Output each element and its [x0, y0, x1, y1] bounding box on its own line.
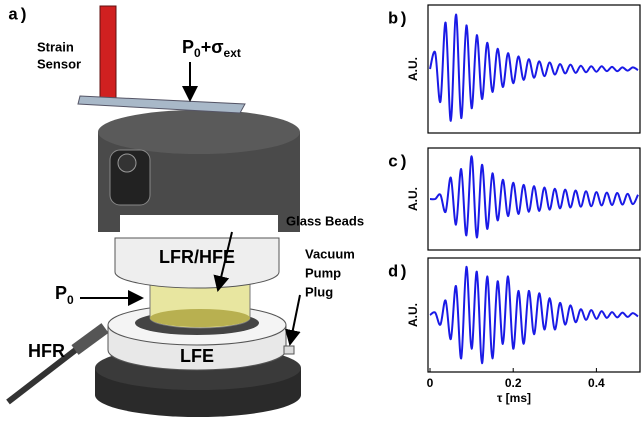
x-tick-label: 0.4 [588, 376, 605, 390]
plot-frame [427, 147, 641, 251]
apparatus [6, 5, 301, 417]
pressure-sub: 0 [67, 293, 74, 307]
vacuum-label: Pump [305, 265, 341, 280]
vacuum-label: Plug [305, 284, 333, 299]
y-axis-label: A.U. [406, 187, 420, 211]
strain-label: Strain [37, 39, 74, 54]
x-axis-label: τ [ms] [497, 391, 531, 405]
panel-label: c) [388, 153, 408, 172]
load-sub2: ext [224, 46, 241, 60]
vacuum-label: Vacuum [305, 246, 355, 261]
panel-label: d) [388, 263, 408, 282]
load-op: +σ [201, 37, 224, 57]
x-tick-label: 0.2 [505, 376, 522, 390]
waveform [429, 155, 639, 239]
upper-label: LFR/HFE [159, 247, 235, 267]
y-axis-label: A.U. [406, 303, 420, 327]
x-tick-label: 0 [427, 376, 434, 390]
panel-label: a) [8, 6, 28, 25]
y-axis-label: A.U. [406, 57, 420, 81]
pressure-label: P0 [55, 283, 74, 307]
load-base: P [182, 37, 194, 57]
glass-label: Glass Beads [286, 213, 364, 228]
load-label: P0+σext [182, 37, 241, 60]
lower-label: LFE [180, 346, 214, 366]
load-sub: 0 [194, 46, 201, 60]
waveform [429, 265, 639, 365]
waveform [429, 13, 639, 122]
panel-label: b) [388, 10, 408, 29]
pressure-base: P [55, 283, 67, 303]
strain-label: Sensor [37, 56, 81, 71]
probe-label: HFR [28, 341, 65, 361]
